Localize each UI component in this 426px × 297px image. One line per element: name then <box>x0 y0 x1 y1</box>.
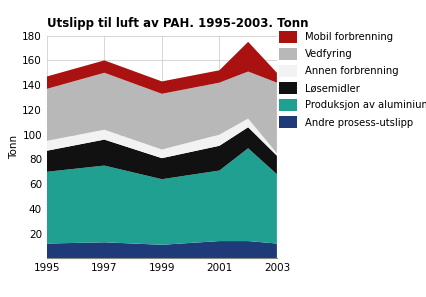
Text: Utslipp til luft av PAH. 1995-2003. Tonn: Utslipp til luft av PAH. 1995-2003. Tonn <box>47 17 308 30</box>
Legend: Mobil forbrenning, Vedfyring, Annen forbrenning, Løsemidler, Produksjon av alumi: Mobil forbrenning, Vedfyring, Annen forb… <box>279 31 426 128</box>
Y-axis label: Tonn: Tonn <box>9 135 20 159</box>
